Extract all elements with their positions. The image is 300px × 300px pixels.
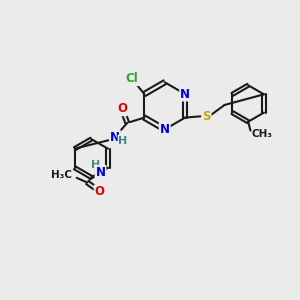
Text: H₃C: H₃C bbox=[51, 169, 72, 180]
Text: N: N bbox=[160, 123, 170, 136]
Text: O: O bbox=[117, 102, 127, 115]
Text: H: H bbox=[118, 136, 128, 146]
Text: S: S bbox=[202, 110, 211, 123]
Text: N: N bbox=[110, 130, 120, 143]
Text: CH₃: CH₃ bbox=[252, 129, 273, 139]
Text: H: H bbox=[91, 160, 100, 170]
Text: N: N bbox=[180, 88, 190, 100]
Text: O: O bbox=[95, 185, 105, 199]
Text: N: N bbox=[95, 166, 106, 179]
Text: Cl: Cl bbox=[126, 72, 138, 85]
